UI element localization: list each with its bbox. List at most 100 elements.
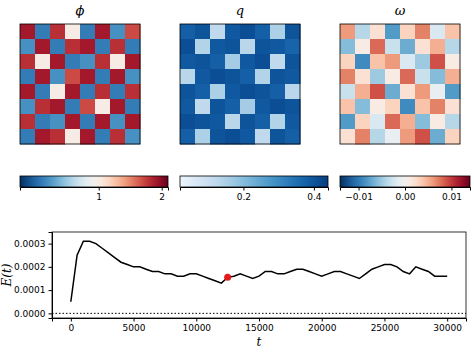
x-axis-tick: 20000 [308, 318, 337, 333]
x-axis-tick-label: 20000 [308, 323, 337, 333]
cell [445, 84, 461, 100]
cell [385, 114, 401, 130]
cell [50, 114, 66, 130]
cell [415, 69, 431, 85]
cell [430, 69, 446, 85]
cell [385, 129, 401, 145]
cell [255, 54, 271, 70]
x-axis-tick: 25000 [371, 318, 400, 333]
cell [180, 24, 196, 40]
reference-line [52, 313, 466, 314]
cell [415, 54, 431, 70]
colorbar: 0.20.4 [180, 176, 329, 202]
cell [240, 69, 256, 85]
cell [270, 99, 286, 115]
y-axis-title: E(t) [0, 263, 14, 287]
panel-frame [20, 24, 140, 144]
cell [355, 129, 371, 145]
field-panel: ω [340, 3, 461, 145]
colorbar: −0.010.000.01 [340, 176, 471, 202]
cell [400, 99, 416, 115]
cell [20, 54, 36, 70]
cell [65, 114, 81, 130]
cell [285, 114, 301, 130]
cell [95, 114, 111, 130]
colorbar-axis-tick-label: 0.2 [237, 192, 251, 202]
cell [125, 54, 141, 70]
x-axis-tick-label: 10000 [182, 323, 211, 333]
colorbar-axis-tick: 0.00 [395, 187, 415, 202]
cell [240, 24, 256, 40]
cell [110, 24, 126, 40]
x-axis-tick: 15000 [245, 318, 274, 333]
cell [445, 69, 461, 85]
cell [95, 69, 111, 85]
cell [385, 69, 401, 85]
cell [240, 39, 256, 55]
cell [400, 39, 416, 55]
cell [20, 39, 36, 55]
cell [210, 114, 226, 130]
cell [255, 39, 271, 55]
cell [400, 129, 416, 145]
panel-title: ω [395, 3, 406, 18]
cell [225, 99, 241, 115]
plot-area [52, 241, 466, 313]
colorbar-axis-tick-mark [99, 187, 100, 191]
cell [125, 39, 141, 55]
cells [180, 24, 301, 145]
x-axis-line [53, 319, 467, 322]
cell [110, 84, 126, 100]
cell [285, 54, 301, 70]
cell [240, 129, 256, 145]
cell [270, 114, 286, 130]
cell [65, 129, 81, 145]
cell [430, 24, 446, 40]
cell [65, 24, 81, 40]
cell [255, 24, 271, 40]
cell [340, 54, 356, 70]
colorbar-gradient [20, 176, 168, 187]
figure: ϕ12q0.20.4ω−0.010.000.010500010000150002… [0, 0, 474, 355]
cell [370, 114, 386, 130]
panel-frame [340, 24, 460, 144]
panel-title: q [236, 3, 244, 18]
y-axis-tick-mark [49, 290, 53, 291]
cell [255, 69, 271, 85]
cell [80, 24, 96, 40]
cell [430, 54, 446, 70]
cell [195, 39, 211, 55]
y-axis-tick-label: 0.0001 [14, 285, 46, 295]
cell [50, 84, 66, 100]
x-axis-tick-label: 0 [68, 323, 74, 333]
cell [50, 54, 66, 70]
cell [50, 99, 66, 115]
cell [285, 69, 301, 85]
cell [355, 84, 371, 100]
colorbar-gradient [340, 176, 470, 187]
cell [20, 24, 36, 40]
cell [180, 84, 196, 100]
cell [20, 69, 36, 85]
colorbar-axis-tick: −0.01 [345, 187, 373, 202]
colorbar-axis-tick-label: −0.01 [345, 192, 373, 202]
cell [50, 39, 66, 55]
colorbar-axis-tick: 0.2 [237, 187, 251, 202]
colorbar-axis-tick-mark [314, 187, 315, 191]
cell [110, 69, 126, 85]
cell [65, 69, 81, 85]
x-axis-tick-mark [71, 318, 72, 322]
cell [240, 99, 256, 115]
colorbar-gradient [180, 176, 328, 187]
cell [210, 24, 226, 40]
cell [255, 99, 271, 115]
cell [95, 24, 111, 40]
cell [415, 39, 431, 55]
cell [285, 129, 301, 145]
x-axis-tick: 30000 [433, 318, 462, 333]
cell [285, 84, 301, 100]
cell [80, 54, 96, 70]
colorbar-axis-tick: 2 [159, 187, 165, 202]
cell [415, 114, 431, 130]
cell [180, 114, 196, 130]
